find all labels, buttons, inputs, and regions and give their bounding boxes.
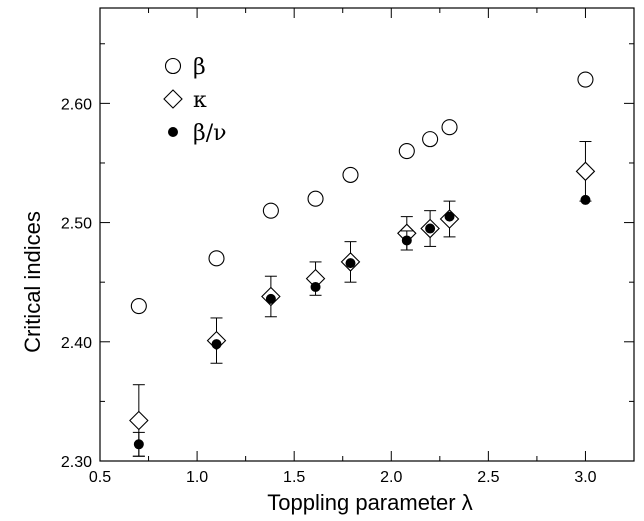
series-2 xyxy=(132,194,591,457)
x-tick-label: 1.0 xyxy=(186,469,208,486)
data-point xyxy=(208,250,225,267)
series-1 xyxy=(129,141,596,457)
data-point xyxy=(577,71,594,88)
y-tick-label: 2.60 xyxy=(61,96,92,113)
plot-frame xyxy=(99,7,635,462)
x-axis-title: Toppling parameter λ xyxy=(267,490,472,515)
x-tick-label: 1.5 xyxy=(283,469,305,486)
legend-label: β xyxy=(193,55,206,80)
data-point xyxy=(444,211,455,222)
legend-marker xyxy=(168,127,178,137)
y-tick-label: 2.50 xyxy=(61,216,92,233)
y-axis-title: Critical indices xyxy=(20,211,45,353)
data-point xyxy=(133,439,144,450)
data-point xyxy=(307,190,324,207)
data-point xyxy=(422,131,439,148)
data-point xyxy=(342,166,359,183)
data-point xyxy=(129,410,149,431)
ticks: 0.5 1.0 1.5 2.0 2.5 3.0 2.30 2.40 2.50 2.60 xyxy=(61,8,634,486)
data-point xyxy=(425,223,436,234)
data-point xyxy=(441,119,458,136)
legend-marker xyxy=(164,57,182,75)
legend: βκ β/ν xyxy=(163,55,227,146)
legend-marker xyxy=(163,89,183,109)
data-point xyxy=(575,161,596,182)
data-point xyxy=(580,194,591,205)
data-series xyxy=(129,71,596,457)
data-point xyxy=(398,143,415,160)
data-point xyxy=(310,281,321,292)
legend-label: κ xyxy=(193,88,207,113)
data-point xyxy=(401,235,412,246)
x-tick-label: 2.0 xyxy=(380,469,402,486)
series-0 xyxy=(130,71,594,315)
y-tick-label: 2.40 xyxy=(61,335,92,352)
x-tick-label: 0.5 xyxy=(89,469,111,486)
data-point xyxy=(211,339,222,350)
data-point xyxy=(345,258,356,269)
y-tick-label: 2.30 xyxy=(61,454,92,471)
legend-label: β/ν xyxy=(193,121,227,146)
x-tick-label: 2.5 xyxy=(477,469,499,486)
data-point xyxy=(130,297,147,315)
data-point xyxy=(262,202,279,219)
axes xyxy=(99,7,635,462)
x-tick-label: 3.0 xyxy=(574,469,596,486)
data-point xyxy=(265,293,276,304)
